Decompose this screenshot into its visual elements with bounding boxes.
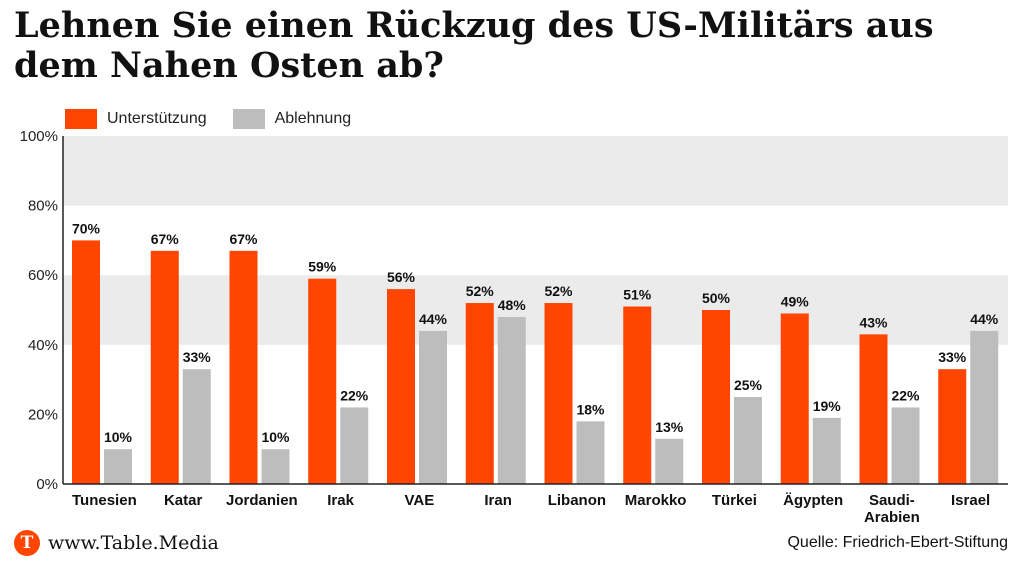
data-label: 33% (183, 349, 212, 365)
data-label: 19% (813, 398, 842, 414)
x-tick-label: Katar (164, 492, 203, 509)
data-label: 52% (544, 283, 573, 299)
data-label: 13% (655, 419, 684, 435)
bar-support (465, 303, 494, 484)
bar-support (780, 313, 809, 484)
data-label: 56% (387, 269, 416, 285)
x-tick-label: Tunesien (72, 492, 137, 509)
bar-support (859, 334, 888, 484)
source-note: Quelle: Friedrich-Ebert-Stiftung (787, 534, 1008, 551)
data-label: 59% (308, 259, 337, 275)
data-label: 51% (623, 287, 652, 303)
bar-reject (812, 417, 841, 484)
data-label: 50% (702, 290, 731, 306)
bar-reject (419, 330, 447, 484)
bar-support (72, 240, 100, 484)
x-tick-label: VAE (405, 492, 435, 509)
data-label: 44% (419, 311, 448, 327)
data-label: 10% (261, 429, 290, 445)
x-tick-label: Irak (327, 492, 354, 509)
bar-reject (497, 316, 526, 484)
chart-title: Lehnen Sie einen Rückzug des US-Militärs… (14, 5, 934, 86)
data-label: 67% (229, 231, 258, 247)
y-tick-label: 40% (28, 337, 58, 354)
data-label: 22% (340, 387, 369, 403)
grid-band-1 (63, 136, 1008, 206)
site-url: www.Table.Media (48, 532, 219, 554)
bar-support (387, 289, 415, 484)
x-tick-label: Saudi- (869, 492, 915, 509)
bar-reject (891, 407, 920, 484)
data-label: 25% (734, 377, 763, 393)
x-tick-label: Jordanien (226, 492, 298, 509)
legend-item-support: Unterstützung (65, 109, 207, 129)
bar-support (623, 306, 652, 484)
bar-reject (576, 421, 605, 484)
x-tick-label: Iran (484, 492, 512, 509)
table-media-logo-icon: T (14, 530, 40, 556)
legend-label-support: Unterstützung (107, 110, 207, 127)
data-label: 18% (576, 401, 605, 417)
y-tick-label: 80% (28, 198, 58, 215)
bar-reject (340, 407, 369, 484)
x-tick-label: Israel (951, 492, 990, 509)
bar-reject (734, 397, 762, 484)
bar-support (308, 278, 337, 484)
grid-band-0 (63, 275, 1008, 345)
bar-reject (182, 369, 211, 484)
data-label: 33% (938, 349, 967, 365)
bar-reject (261, 449, 290, 484)
data-label: 43% (859, 314, 888, 330)
data-label: 70% (72, 220, 101, 236)
data-label: 49% (781, 293, 810, 309)
legend-swatch-support (65, 109, 97, 129)
x-tick-label: Libanon (548, 492, 606, 509)
legend-swatch-reject (232, 109, 265, 129)
data-label: 67% (151, 231, 180, 247)
y-tick-label: 60% (28, 267, 58, 284)
data-label: 10% (104, 429, 133, 445)
x-tick-label: Arabien (864, 509, 920, 526)
legend-item-reject: Ablehnung (232, 109, 352, 129)
data-label: 48% (498, 297, 527, 313)
bar-support (702, 310, 730, 484)
legend-label-reject: Ablehnung (274, 110, 352, 127)
bar-reject (655, 438, 684, 484)
bar-support (229, 250, 258, 484)
legend: Unterstützung Ablehnung (65, 109, 377, 129)
data-label: 22% (891, 387, 920, 403)
bar-reject (104, 449, 132, 484)
y-tick-label: 0% (36, 476, 58, 493)
bar-support (938, 369, 967, 484)
y-tick-label: 100% (20, 128, 58, 145)
footer-brand: T www.Table.Media (14, 530, 219, 556)
y-tick-label: 20% (28, 406, 58, 423)
bar-reject (970, 330, 999, 484)
bar-support (544, 303, 573, 484)
x-tick-label: Ägypten (783, 492, 843, 509)
x-tick-label: Marokko (625, 492, 687, 509)
data-label: 44% (970, 311, 999, 327)
bar-support (150, 250, 179, 484)
x-tick-label: Türkei (712, 492, 757, 509)
data-label: 52% (466, 283, 495, 299)
